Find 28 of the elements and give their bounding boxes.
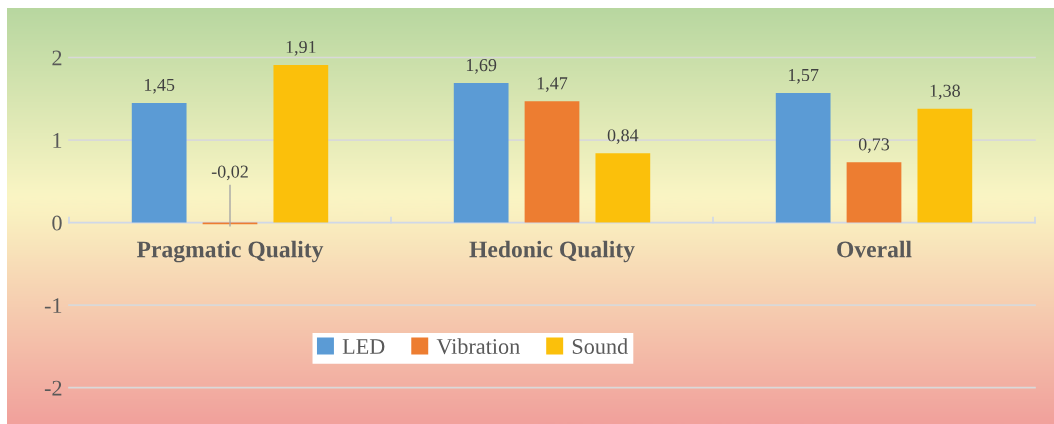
x-tick-label: Overall [837, 240, 912, 258]
bar [595, 153, 651, 223]
data-label: 0,84 [607, 129, 639, 144]
y-tick-label: 1 [53, 133, 62, 148]
bar [846, 162, 902, 223]
data-label: 1,38 [930, 84, 960, 100]
data-label: 1,57 [788, 69, 819, 84]
bar [273, 64, 329, 223]
y-tick-label: 2 [52, 50, 62, 66]
data-label: 1,69 [466, 59, 497, 74]
data-label: 0,73 [858, 138, 890, 154]
data-label: 1,91 [286, 40, 316, 56]
x-tick-label: Hedonic Quality [469, 240, 635, 263]
bar [775, 93, 831, 223]
y-tick-label: 0 [52, 215, 62, 231]
y-tick-label: -1 [44, 298, 62, 313]
data-label: -0,02 [211, 165, 248, 181]
bar [524, 101, 580, 223]
legend-label: Vibration [436, 338, 520, 355]
bar [453, 83, 509, 223]
bar [131, 102, 187, 223]
legend-label: LED [342, 339, 385, 354]
data-label: 1,45 [144, 78, 175, 94]
data-label: 1,47 [537, 77, 568, 92]
y-tick-label: -2 [44, 380, 62, 396]
legend-label: Sound [572, 338, 628, 355]
x-tick-label: Pragmatic Quality [136, 240, 324, 263]
bar [917, 108, 973, 223]
